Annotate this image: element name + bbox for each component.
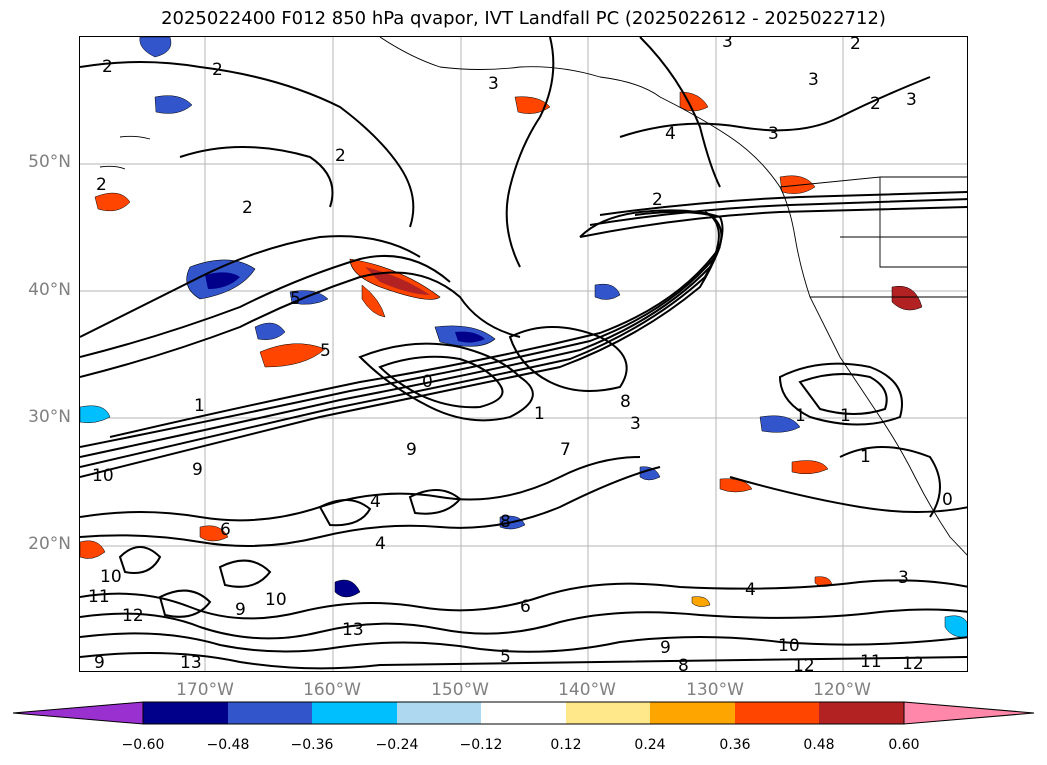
contour-label: 3 [722, 37, 733, 52]
contour-label: 8 [620, 392, 631, 412]
graticule [80, 37, 967, 671]
contour-label: 6 [220, 520, 231, 540]
lon-label-130w: 130°W [686, 680, 744, 700]
contour-label: 6 [520, 597, 531, 617]
contour-label: 9 [235, 600, 246, 620]
contour-label: 1 [840, 406, 851, 426]
contour-label: 3 [768, 124, 779, 144]
contour-label: 4 [665, 124, 676, 144]
contour-label: 13 [180, 653, 202, 672]
contour-label: 2 [102, 57, 113, 77]
colorbar-tick: 0.36 [719, 737, 751, 753]
colorbar-bin [143, 702, 228, 724]
contour-label: 4 [370, 492, 381, 512]
lat-label-50n: 50°N [28, 152, 71, 172]
ivt-contours [80, 37, 967, 670]
colorbar-extend-low [12, 701, 144, 725]
contour-label: 8 [500, 512, 511, 532]
contour-label: 0 [942, 490, 953, 510]
contour-label: 3 [906, 90, 917, 110]
contour-label: 2 [850, 37, 861, 54]
contour-label: 12 [902, 654, 924, 672]
lat-label-40n: 40°N [28, 280, 71, 300]
colorbar-tick: 0.24 [634, 737, 666, 753]
colorbar-bin [397, 702, 481, 724]
contour-label: 11 [860, 652, 882, 672]
colorbar-tick: −0.24 [375, 737, 419, 753]
colorbar-tick: −0.12 [459, 737, 503, 753]
contour-label: 10 [778, 636, 800, 656]
lon-label-120w: 120°W [813, 680, 871, 700]
colorbar-tick: 0.12 [550, 737, 582, 753]
colorbar-extend-high [903, 701, 1035, 725]
colorbar-tick: 0.48 [803, 737, 835, 753]
contour-label: 8 [678, 656, 689, 672]
contour-label: 4 [745, 580, 756, 600]
contour-label: 3 [488, 74, 499, 94]
contour-label: 3 [808, 70, 819, 90]
contour-label: 10 [92, 466, 114, 486]
colorbar-bin [819, 702, 904, 724]
lon-label-140w: 140°W [558, 680, 616, 700]
contour-label: 7 [560, 440, 571, 460]
contour-label: 2 [870, 94, 881, 114]
colorbar [12, 701, 1035, 725]
contour-label: 11 [88, 587, 110, 607]
contour-label: 1 [860, 447, 871, 467]
colorbar-tick: 0.60 [888, 737, 920, 753]
contour-label: 12 [793, 656, 815, 672]
colorbar-tick: −0.36 [290, 737, 334, 753]
contour-label: 1 [534, 404, 545, 424]
contour-label: 0 [422, 372, 433, 392]
contour-label: 4 [375, 534, 386, 554]
contour-label: 9 [406, 440, 417, 460]
contour-label: 2 [652, 190, 663, 210]
contour-label: 2 [335, 146, 346, 166]
colorbar-bin [735, 702, 819, 724]
contour-label: 2 [242, 198, 253, 218]
contour-label: 9 [192, 460, 203, 480]
colorbar-bin [481, 702, 566, 724]
colorbar-bin [312, 702, 397, 724]
map-canvas: 2 2 3 3 2 3 2 3 2 4 3 2 2 2 5 5 0 1 1 1 … [80, 37, 967, 672]
qvapor-shading [80, 37, 967, 638]
lon-label-160w: 160°W [303, 680, 361, 700]
contour-label: 1 [194, 396, 205, 416]
contour-label: 3 [898, 568, 909, 588]
lat-label-20n: 20°N [28, 534, 71, 554]
coastlines [99, 37, 967, 556]
colorbar-tick: −0.48 [206, 737, 250, 753]
lon-label-170w: 170°W [176, 680, 234, 700]
contour-labels: 2 2 3 3 2 3 2 3 2 4 3 2 2 2 5 5 0 1 1 1 … [88, 37, 953, 672]
contour-label: 5 [320, 341, 331, 361]
contour-label: 9 [660, 638, 671, 658]
contour-label: 13 [342, 620, 364, 640]
contour-label: 2 [96, 175, 107, 195]
contour-label: 1 [795, 406, 806, 426]
colorbar-tick: −0.60 [121, 737, 165, 753]
lat-label-30n: 30°N [28, 407, 71, 427]
contour-label: 12 [122, 606, 144, 626]
map-panel: 2 2 3 3 2 3 2 3 2 4 3 2 2 2 5 5 0 1 1 1 … [79, 36, 968, 672]
colorbar-bin [228, 702, 312, 724]
contour-label: 5 [290, 289, 301, 309]
contour-label: 3 [630, 414, 641, 434]
colorbar-bin [566, 702, 650, 724]
chart-title: 2025022400 F012 850 hPa qvapor, IVT Land… [161, 8, 886, 29]
contour-label: 10 [265, 590, 287, 610]
contour-label: 5 [500, 647, 511, 667]
contour-label: 2 [212, 60, 223, 80]
contour-label: 9 [94, 653, 105, 672]
colorbar-bin [650, 702, 735, 724]
lon-label-150w: 150°W [431, 680, 489, 700]
contour-label: 10 [100, 567, 122, 587]
